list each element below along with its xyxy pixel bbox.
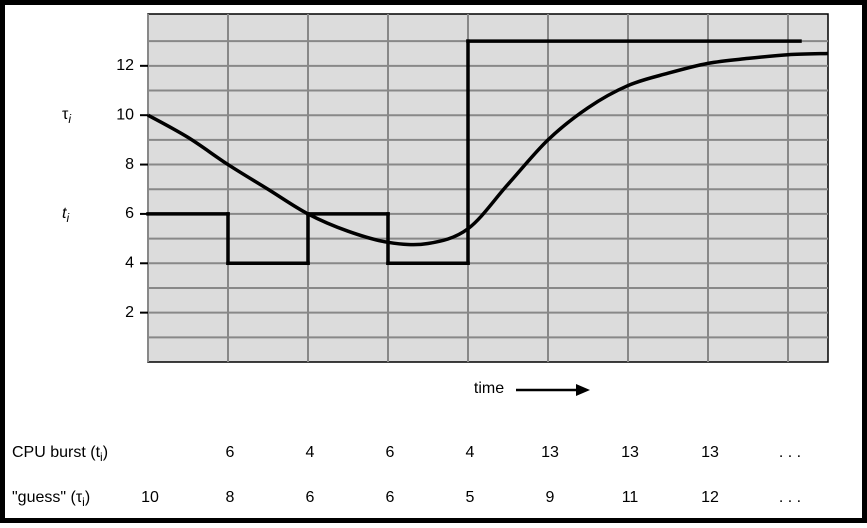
table-cell: 13 [621, 444, 639, 461]
series-name-sub: i [66, 211, 69, 225]
table-cell: 4 [306, 444, 315, 461]
series-name-sub: i [68, 112, 71, 126]
row-label-sub: i [82, 495, 85, 509]
table-cell: 10 [141, 489, 159, 506]
y-tick-label: 8 [125, 156, 134, 173]
row-label: "guess" (τi) [12, 489, 90, 509]
time-arrow-head [576, 384, 590, 396]
series-name: t [62, 205, 67, 222]
table-cell: . . . [779, 444, 801, 461]
row-label-sub: i [100, 450, 103, 464]
y-tick-label: 12 [116, 57, 134, 74]
table-cell: . . . [779, 489, 801, 506]
table-cell: 6 [386, 489, 395, 506]
table-cell: 12 [701, 489, 719, 506]
table-cell: 4 [466, 444, 475, 461]
table-cell: 13 [701, 444, 719, 461]
table-cell: 8 [226, 489, 235, 506]
table-cell: 6 [386, 444, 395, 461]
y-tick-label: 6 [125, 205, 134, 222]
y-tick-label: 10 [116, 106, 134, 123]
row-label: CPU burst (ti) [12, 444, 108, 464]
x-axis-label: time [474, 380, 504, 397]
table-cell: 13 [541, 444, 559, 461]
row-label-text: CPU burst (t [12, 444, 101, 461]
table-cell: 9 [546, 489, 555, 506]
row-label-end: ) [103, 444, 108, 461]
series-name: τ [62, 106, 69, 123]
series-label: τi [62, 106, 71, 126]
series-label: ti [62, 205, 69, 225]
plot-area [147, 13, 829, 363]
row-label-text: "guess" (τ [12, 489, 83, 506]
table-cell: 5 [466, 489, 475, 506]
table-cell: 6 [226, 444, 235, 461]
y-tick-label: 2 [125, 304, 134, 321]
row-label-end: ) [85, 489, 90, 506]
guess-curve [147, 51, 829, 247]
table-cell: 6 [306, 489, 315, 506]
table-cell: 11 [622, 489, 639, 506]
y-tick-label: 4 [125, 254, 134, 271]
